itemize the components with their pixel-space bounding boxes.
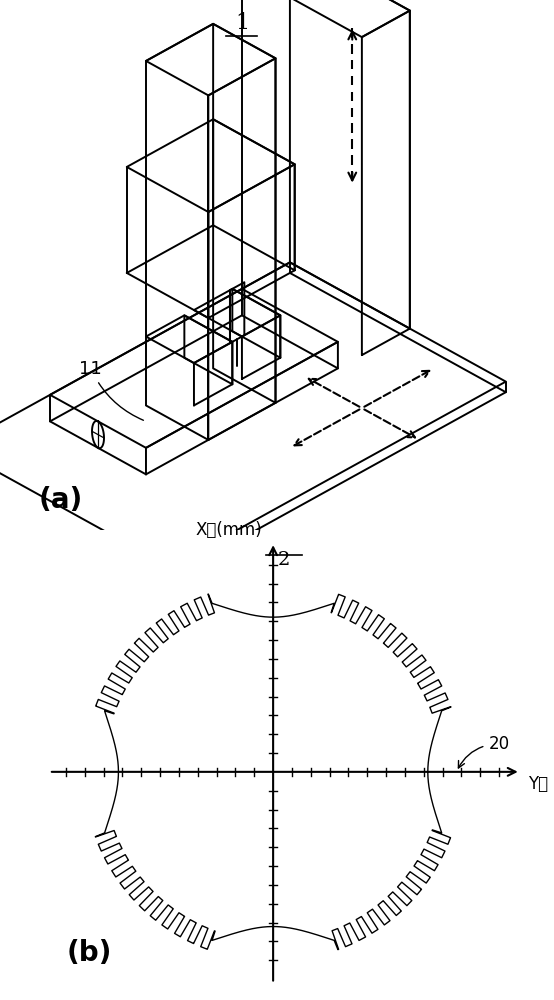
Text: (b): (b): [67, 939, 112, 967]
Text: 1: 1: [235, 12, 249, 34]
Text: 11: 11: [80, 360, 143, 420]
Text: (a): (a): [39, 486, 83, 514]
Text: Y轴 (mm): Y轴 (mm): [528, 775, 554, 793]
Text: 2: 2: [278, 551, 290, 569]
Text: X轴(mm): X轴(mm): [196, 521, 263, 539]
Text: 20: 20: [458, 735, 510, 768]
